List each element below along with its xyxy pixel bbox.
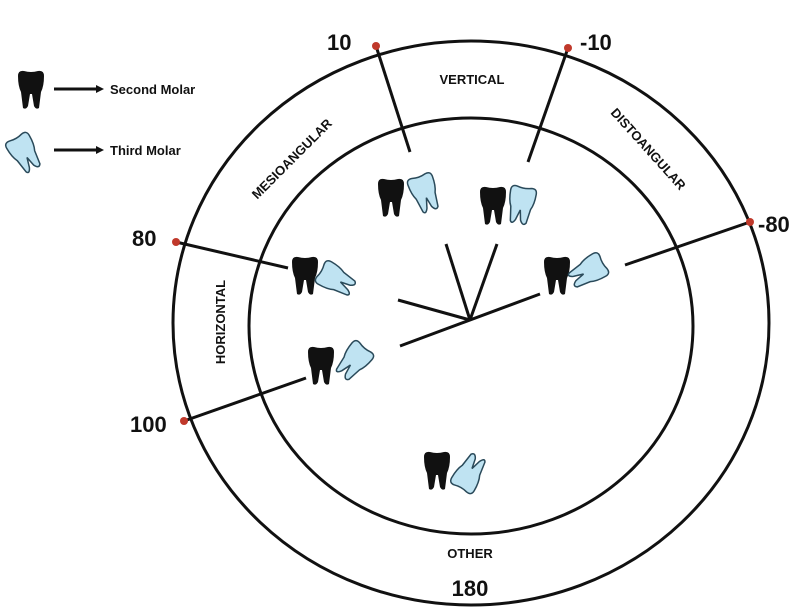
sector-label: HORIZONTAL [213, 280, 228, 364]
legend: Second Molar Third Molar [54, 82, 195, 158]
angle-label: 180 [452, 576, 489, 601]
angle-label: -80 [758, 212, 790, 237]
sector-label: VERTICAL [440, 72, 505, 87]
sector-label: OTHER [447, 546, 493, 561]
angle-label: 10 [327, 30, 351, 55]
lines [176, 46, 750, 421]
angle-label: 80 [132, 226, 156, 251]
diagram: Second Molar Third Molar 10 -10 80 -80 1… [0, 0, 807, 608]
legend-label: Second Molar [110, 82, 195, 97]
angle-label: -10 [580, 30, 612, 55]
legend-label: Third Molar [110, 143, 181, 158]
angle-label: 100 [130, 412, 167, 437]
sector-label: MESIOANGULAR [249, 115, 336, 202]
outer-ring [173, 41, 769, 605]
angle-dots [172, 42, 754, 425]
